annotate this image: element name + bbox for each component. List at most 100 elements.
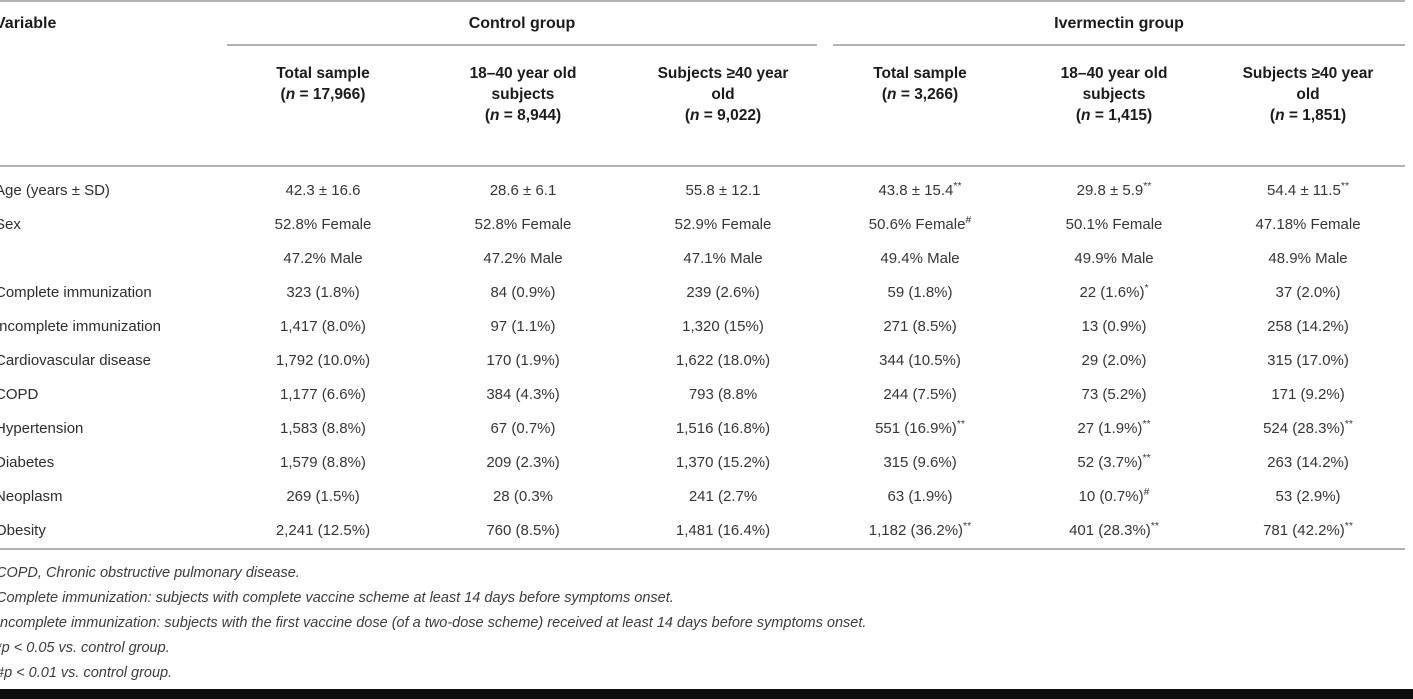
column-title: Total sample (n = 3,266): [854, 63, 986, 105]
cell-value: 53 (2.9%): [1275, 488, 1341, 505]
cell-value: 48.9% Male: [1268, 250, 1348, 267]
column-title: 18–40 year old subjects (n = 1,415): [1048, 63, 1180, 126]
table-row-diabetes: Diabetes 1,579 (8.8%) 209 (2.3%) 1,370 (…: [0, 446, 1405, 480]
row-label: Complete immunization: [0, 284, 152, 301]
sample-size: (n = 1,415): [1075, 107, 1153, 124]
cell-value: 47.2% Male: [283, 250, 363, 267]
table-row-sex-male: 47.2% Male 47.2% Male 47.1% Male 49.4% M…: [0, 242, 1405, 276]
cell-value: 73 (5.2%): [1081, 386, 1147, 403]
cell-value: 1,622 (18.0%): [675, 352, 771, 369]
table-row-neoplasm: Neoplasm 269 (1.5%) 28 (0.3% 241 (2.7% 6…: [0, 480, 1405, 514]
row-label: Sex: [0, 216, 21, 233]
column-header-ivermectin-young: 18–40 year old subjects (n = 1,415): [1017, 48, 1212, 167]
column-header-ivermectin-older: Subjects ≥40 year old (n = 1,851): [1211, 48, 1406, 167]
significance-marker: **: [1142, 452, 1151, 464]
n-symbol: n: [1081, 107, 1091, 124]
cell-value: 1,320 (15%): [682, 318, 764, 335]
cell-value: 84 (0.9%): [490, 284, 556, 301]
column-title: Total sample (n = 17,966): [257, 63, 389, 105]
cell-value: 1,177 (6.6%): [280, 386, 366, 403]
cell-value: 50.6% Female#: [868, 214, 972, 233]
variable-column-header: Variable: [0, 1, 223, 167]
significance-marker: **: [956, 418, 965, 430]
cell-value: 47.18% Female: [1255, 216, 1361, 233]
cell-value: 258 (14.2%): [1267, 318, 1349, 335]
cell-value: 524 (28.3%)**: [1263, 418, 1353, 437]
cell-value: 244 (7.5%): [883, 386, 957, 403]
cell-value: 1,579 (8.8%): [280, 454, 366, 471]
control-group-label: Control group: [227, 2, 818, 46]
cell-value: 239 (2.6%): [686, 284, 760, 301]
footnotes-block: COPD, Chronic obstructive pulmonary dise…: [0, 550, 1405, 699]
cell-value: 401 (28.3%)**: [1017, 514, 1212, 550]
significance-marker: **: [1340, 180, 1350, 192]
sample-size: (n = 17,966): [280, 86, 366, 103]
row-label: COPD: [0, 386, 39, 403]
cell-value: 344 (10.5%): [879, 352, 961, 369]
group-label: Control group: [468, 15, 576, 32]
cell-value: 55.8 ± 12.1: [685, 182, 761, 199]
significance-marker: **: [1142, 418, 1151, 430]
footnote-line: Complete immunization: subjects with com…: [0, 590, 674, 606]
table-row-sex: Sex 52.8% Female 52.8% Female 52.9% Fema…: [0, 208, 1405, 242]
n-symbol: n: [1275, 107, 1285, 124]
cell-value: 47.2% Male: [483, 250, 563, 267]
significance-marker: **: [1150, 520, 1159, 532]
cell-value: 52.8% Female: [274, 216, 372, 233]
cell-value: 760 (8.5%): [423, 514, 623, 550]
footnote-marker: *: [0, 640, 2, 656]
sample-size: (n = 1,851): [1269, 107, 1347, 124]
table-row-copd: COPD 1,177 (6.6%) 384 (4.3%) 793 (8.8% 2…: [0, 378, 1405, 412]
cell-value: 42.3 ± 16.6: [285, 182, 361, 199]
cell-value: 29.8 ± 5.9**: [1076, 180, 1152, 199]
table-row-hypertension: Hypertension 1,583 (8.8%) 67 (0.7%) 1,51…: [0, 412, 1405, 446]
cell-value: 43.8 ± 15.4**: [878, 180, 962, 199]
row-label: Diabetes: [0, 454, 55, 471]
cell-value: 2,241 (12.5%): [223, 514, 423, 550]
cell-value: 1,417 (8.0%): [280, 318, 366, 335]
cell-value: 209 (2.3%): [486, 454, 560, 471]
ivermectin-group-header: Ivermectin group: [823, 1, 1406, 48]
cell-value: 49.9% Male: [1074, 250, 1154, 267]
cell-value: 10 (0.7%)#: [1078, 486, 1150, 505]
cell-value: 170 (1.9%): [486, 352, 560, 369]
footnote-line: Incomplete immunization: subjects with t…: [0, 615, 867, 631]
cell-value: 50.1% Female: [1065, 216, 1163, 233]
row-label: Age (years ± SD): [0, 182, 110, 199]
cell-value: 37 (2.0%): [1275, 284, 1341, 301]
column-header-control-young: 18–40 year old subjects (n = 8,944): [423, 48, 623, 167]
n-symbol: n: [690, 107, 700, 124]
column-title: Subjects ≥40 year old (n = 1,851): [1242, 65, 1374, 124]
cell-value: 54.4 ± 11.5**: [1267, 180, 1350, 199]
significance-marker: **: [1344, 418, 1353, 430]
n-symbol: n: [285, 86, 296, 103]
cell-value: 59 (1.8%): [887, 284, 953, 301]
n-symbol: n: [490, 107, 500, 124]
cell-value: 28.6 ± 6.1: [489, 182, 557, 199]
cell-value: 22 (1.6%)*: [1079, 282, 1149, 301]
cell-value: 1,481 (16.4%): [623, 514, 824, 550]
n-symbol: n: [887, 86, 897, 103]
cell-value: 323 (1.8%): [286, 284, 360, 301]
cell-value: 52 (3.7%)**: [1077, 452, 1151, 471]
column-header-control-older: Subjects ≥40 year old (n = 9,022): [623, 48, 824, 167]
significance-marker: **: [1143, 180, 1152, 192]
table-row-complete-immunization: Complete immunization 323 (1.8%) 84 (0.9…: [0, 276, 1405, 310]
cell-value: 315 (17.0%): [1267, 352, 1349, 369]
cell-value: 13 (0.9%): [1081, 318, 1147, 335]
cell-value: 52.9% Female: [674, 216, 772, 233]
cell-value: 27 (1.9%)**: [1077, 418, 1151, 437]
significance-marker: *: [1144, 282, 1149, 294]
cell-value: 29 (2.0%): [1081, 352, 1147, 369]
cell-value: 49.4% Male: [880, 250, 960, 267]
sample-size: (n = 9,022): [684, 107, 762, 124]
cell-value: 315 (9.6%): [883, 454, 957, 471]
cell-value: 271 (8.5%): [883, 318, 957, 335]
table-row-incomplete-immunization: Incomplete immunization 1,417 (8.0%) 97 …: [0, 310, 1405, 344]
cell-value: 551 (16.9%)**: [875, 418, 965, 437]
cell-value: 263 (14.2%): [1267, 454, 1349, 471]
row-label: Cardiovascular disease: [0, 352, 151, 369]
cell-value: 97 (1.1%): [490, 318, 556, 335]
row-label: Neoplasm: [0, 488, 63, 505]
